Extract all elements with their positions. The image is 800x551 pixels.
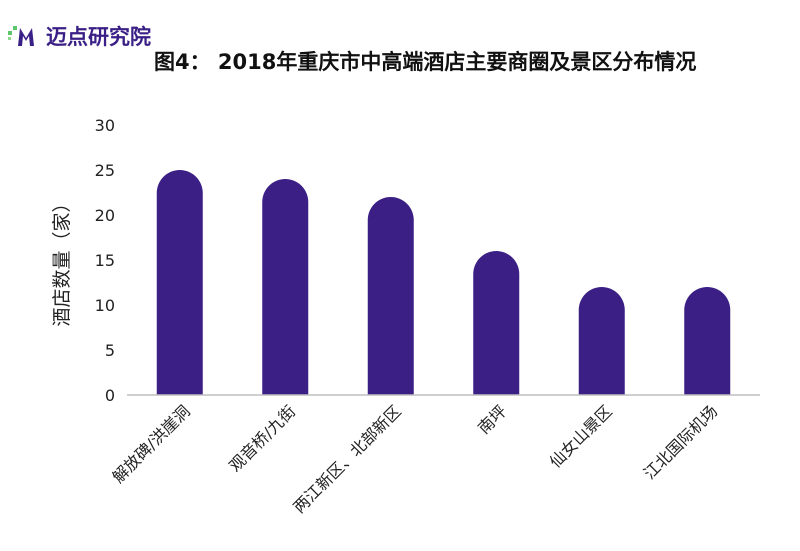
- y-tick-label: 0: [105, 386, 115, 405]
- y-axis-label: 酒店数量（家）: [51, 193, 73, 326]
- y-tick-label: 5: [105, 341, 115, 360]
- bar: [684, 287, 731, 395]
- logo-text: 迈点研究院: [46, 25, 151, 49]
- x-tick-label: 解放碑/洪崖洞: [109, 402, 194, 487]
- bar: [367, 197, 414, 395]
- y-tick-label: 20: [95, 206, 115, 225]
- bar: [262, 179, 309, 395]
- x-tick-label: 仙女山景区: [546, 402, 616, 472]
- x-tick-label: 江北国际机场: [640, 402, 721, 483]
- x-tick-label: 两江新区、北部新区: [289, 402, 404, 517]
- x-tick-label: 观音桥/九街: [225, 402, 299, 476]
- y-tick-label: 10: [95, 296, 115, 315]
- logo-mark-icon: [8, 26, 34, 46]
- chart-title: 图4： 2018年重庆市中高端酒店主要商圈及景区分布情况: [154, 50, 697, 74]
- y-tick-label: 25: [95, 161, 115, 180]
- x-tick-label: 南坪: [474, 402, 510, 438]
- y-tick-label: 15: [95, 251, 115, 270]
- bar: [473, 251, 520, 395]
- bar: [156, 170, 203, 395]
- y-tick-label: 30: [95, 116, 115, 135]
- logo: 迈点研究院: [6, 22, 151, 50]
- bar: [578, 287, 625, 395]
